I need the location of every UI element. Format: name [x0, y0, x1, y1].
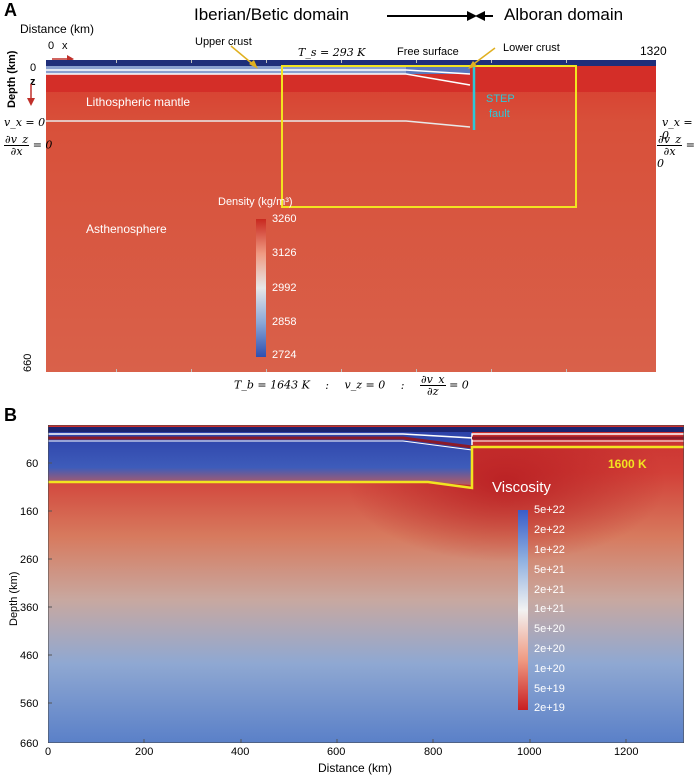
lithosphere-high-viscosity	[48, 427, 472, 485]
bottom-bc: T_b = 1643 K : v_z = 0 : ∂v_x ∂z = 0	[234, 374, 469, 397]
asthenosphere-region	[46, 60, 656, 372]
depth-max-label: 660	[22, 353, 34, 372]
zoom-box	[281, 65, 577, 208]
z-axis-letter: z	[30, 76, 36, 88]
density-tick: 2992	[272, 282, 297, 294]
depth-tick: 360	[20, 602, 39, 614]
upper-crust-label: Upper crust	[195, 36, 252, 48]
viscosity-tick: 5e+22	[534, 504, 565, 516]
viscosity-tick: 1e+21	[534, 603, 565, 615]
density-tick: 3260	[272, 213, 297, 225]
isotherm-label: 1600 K	[608, 457, 647, 471]
distance-tick: 400	[231, 746, 250, 758]
bottom-bc-t: T_b = 1643 K	[234, 378, 310, 392]
viscosity-tick: 2e+22	[534, 524, 565, 536]
bottom-bc-num: ∂v_x	[419, 373, 446, 386]
right-bc-den: ∂x	[663, 145, 676, 158]
panel-b-viscosity-map	[48, 425, 684, 743]
density-tick: 2724	[272, 349, 297, 361]
left-bc-den: ∂x	[10, 145, 23, 158]
lithospheric-mantle-label: Lithospheric mantle	[86, 95, 191, 109]
distance-tick: 1000	[517, 746, 542, 758]
density-colorbar	[256, 219, 266, 357]
depth-axis-label-a: Depth (km)	[6, 50, 18, 108]
bottom-bc-sep2: :	[400, 378, 405, 392]
x-axis-letter: x	[62, 40, 68, 52]
left-bc-vx: v_x = 0	[4, 116, 46, 129]
top-boundary-condition: T_s = 293 K	[298, 46, 366, 59]
step-fault-label-2: fault	[489, 108, 510, 120]
annotation-arrows	[230, 45, 496, 69]
viscosity-colorbar-title: Viscosity	[492, 479, 551, 496]
viscosity-tick: 1e+22	[534, 544, 565, 556]
lower-crust-label: Lower crust	[503, 42, 560, 54]
bottom-bc-sep1: :	[325, 378, 330, 392]
right-bc-rhs: = 0	[657, 138, 695, 171]
depth-zero-label: 0	[30, 62, 37, 74]
right-bc-vx: v_x = 0	[662, 116, 693, 142]
distance-axis-label-b: Distance (km)	[318, 761, 393, 775]
depth-tick: 560	[20, 698, 39, 710]
depth-tick: 60	[26, 458, 39, 470]
right-bc-dvz: ∂v_z ∂x = 0	[657, 134, 699, 170]
distance-tick: 800	[424, 746, 443, 758]
crust-boundary-line	[46, 69, 471, 75]
free-surface-label: Free surface	[397, 46, 459, 58]
distance-tick: 0	[45, 746, 52, 758]
viscosity-tick: 1e+20	[534, 663, 565, 675]
depth-tick: 260	[20, 554, 39, 566]
lab-boundary-line	[46, 120, 471, 128]
step-fault-label-1: STEP	[486, 93, 515, 105]
distance-tick: 600	[327, 746, 346, 758]
left-bc-dvz: ∂v_z ∂x = 0	[4, 134, 52, 157]
density-tick: 2858	[272, 316, 297, 328]
z-direction-arrow	[27, 84, 35, 106]
depth-tick: 660	[20, 738, 39, 750]
density-tick: 3126	[272, 247, 297, 259]
x-max-label: 1320	[640, 44, 667, 58]
density-colorbar-title: Density (kg/m³)	[218, 196, 293, 208]
depth-tick: 160	[20, 506, 39, 518]
bottom-bc-vz: v_z = 0	[344, 378, 386, 392]
depth-axis-label-b: Depth (km)	[8, 571, 20, 626]
left-bc-rhs: = 0	[32, 138, 53, 152]
panel-a-model	[46, 60, 656, 372]
viscosity-tick: 2e+20	[534, 643, 565, 655]
isotherm-1600k	[48, 445, 684, 490]
domain-left-title: Iberian/Betic domain	[194, 5, 349, 24]
asthenosphere-label: Asthenosphere	[86, 222, 167, 236]
bottom-bc-rhs: = 0	[449, 378, 469, 392]
upper-crust-band	[46, 60, 656, 66]
panel-b-letter: B	[4, 405, 17, 425]
domain-right-title: Alboran domain	[504, 5, 624, 24]
panel-a-letter: A	[4, 0, 17, 20]
distance-axis-label: Distance (km)	[20, 22, 95, 36]
viscosity-tick: 5e+19	[534, 683, 565, 695]
left-bc-num: ∂v_z	[4, 133, 30, 146]
viscosity-tick: 5e+21	[534, 564, 565, 576]
viscosity-tick: 2e+19	[534, 702, 565, 714]
viscosity-colorbar	[518, 510, 528, 710]
viscosity-tick: 5e+20	[534, 623, 565, 635]
right-bc-num: ∂v_z	[657, 133, 683, 146]
distance-tick: 200	[135, 746, 154, 758]
viscosity-tick: 2e+21	[534, 584, 565, 596]
depth-tick: 460	[20, 650, 39, 662]
domain-arrows	[387, 11, 493, 21]
origin-label: 0	[48, 40, 55, 52]
bottom-bc-den: ∂z	[427, 385, 439, 398]
distance-tick: 1200	[614, 746, 639, 758]
